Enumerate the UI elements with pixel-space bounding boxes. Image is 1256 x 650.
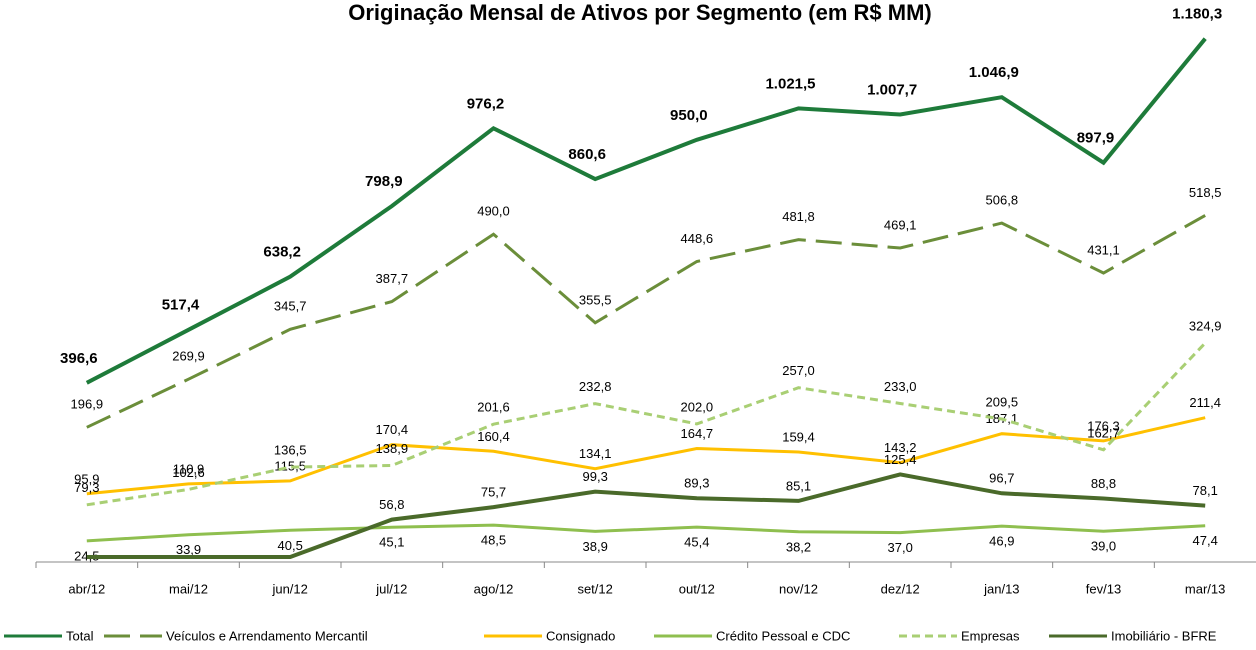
data-label: 517,4 — [162, 297, 200, 314]
data-label: 1.007,7 — [867, 81, 917, 98]
data-label: 1.021,5 — [765, 75, 815, 92]
x-tick-label: mai/12 — [169, 581, 208, 596]
data-label: 196,9 — [71, 397, 104, 412]
data-label: 355,5 — [579, 292, 612, 307]
data-label: 115,5 — [274, 458, 306, 473]
data-label: 162,7 — [1087, 425, 1120, 440]
data-label: 798,9 — [365, 173, 403, 190]
data-label: 506,8 — [986, 193, 1019, 208]
data-label: 88,8 — [1091, 476, 1116, 491]
legend-label: Imobiliário - BFRE — [1111, 628, 1217, 643]
data-label: 209,5 — [986, 394, 1019, 409]
legend-label: Veículos e Arrendamento Mercantil — [166, 628, 368, 643]
data-label: 136,5 — [274, 443, 307, 458]
data-label: 170,4 — [376, 422, 409, 437]
x-tick-label: mar/13 — [1185, 581, 1225, 596]
data-label: 37,0 — [888, 540, 913, 555]
data-label: 45,4 — [684, 535, 709, 550]
data-label: 125,4 — [884, 452, 917, 467]
x-tick-label: fev/13 — [1086, 581, 1121, 596]
data-label: 138,9 — [376, 441, 409, 456]
series-line — [86, 523, 1206, 543]
data-label: 38,2 — [786, 539, 811, 554]
legend-label: Empresas — [961, 628, 1020, 643]
data-label: 469,1 — [884, 217, 917, 232]
data-label: 345,7 — [274, 299, 307, 314]
data-label: 143,2 — [884, 440, 917, 455]
data-label: 164,7 — [681, 426, 714, 441]
data-label: 45,1 — [379, 535, 404, 550]
x-tick-label: out/12 — [679, 581, 715, 596]
legend-label: Consignado — [546, 628, 615, 643]
data-label: 396,6 — [60, 350, 98, 367]
data-label: 33,9 — [176, 542, 201, 557]
data-label: 490,0 — [477, 204, 510, 219]
data-label: 159,4 — [782, 429, 815, 444]
data-label: 638,2 — [263, 244, 301, 261]
data-label: 448,6 — [681, 231, 714, 246]
data-label: 47,4 — [1193, 533, 1218, 548]
data-label: 950,0 — [670, 107, 708, 124]
data-label: 102,6 — [172, 465, 205, 480]
chart-title: Originação Mensal de Ativos por Segmento… — [348, 0, 932, 25]
data-label: 38,9 — [583, 539, 608, 554]
data-label: 75,7 — [481, 485, 506, 500]
series-line — [86, 472, 1206, 559]
series-line — [86, 416, 1206, 496]
series-line — [85, 37, 1207, 385]
data-label: 211,4 — [1189, 395, 1221, 410]
x-tick-label: dez/12 — [881, 581, 920, 596]
data-label: 89,3 — [684, 476, 709, 491]
data-label: 269,9 — [172, 349, 205, 364]
x-tick-label: set/12 — [577, 581, 612, 596]
data-label: 202,0 — [681, 399, 714, 414]
series-line — [86, 341, 1207, 507]
data-label: 324,9 — [1189, 318, 1222, 333]
data-label: 233,0 — [884, 379, 917, 394]
data-label: 201,6 — [477, 400, 510, 415]
data-label: 897,9 — [1077, 130, 1115, 147]
data-label: 56,8 — [379, 497, 404, 512]
data-label: 431,1 — [1087, 242, 1120, 257]
data-label: 48,5 — [481, 532, 506, 547]
data-label: 518,5 — [1189, 185, 1222, 200]
x-tick-label: jun/12 — [271, 581, 307, 596]
series-line — [86, 214, 1206, 429]
data-label: 232,8 — [579, 379, 612, 394]
data-label: 1.046,9 — [969, 64, 1019, 81]
data-label: 96,7 — [989, 471, 1014, 486]
legend-label: Crédito Pessoal e CDC — [716, 628, 850, 643]
data-label: 85,1 — [786, 478, 811, 493]
data-label: 481,8 — [782, 209, 815, 224]
data-label: 134,1 — [579, 446, 612, 461]
x-tick-label: jul/12 — [375, 581, 407, 596]
data-label: 860,6 — [568, 146, 606, 163]
legend-label: Total — [66, 628, 94, 643]
data-label: 176,3 — [1087, 418, 1120, 433]
data-label: 79,3 — [74, 480, 99, 495]
data-label: 99,3 — [583, 469, 608, 484]
data-label: 110,9 — [173, 461, 205, 476]
data-label: 40,5 — [278, 538, 303, 553]
x-tick-label: abr/12 — [68, 581, 105, 596]
data-label: 257,0 — [782, 363, 815, 378]
data-label: 39,0 — [1091, 539, 1116, 554]
data-label: 95,9 — [74, 471, 99, 486]
x-tick-label: nov/12 — [779, 581, 818, 596]
data-label: 46,9 — [989, 534, 1014, 549]
x-tick-label: jan/13 — [983, 581, 1019, 596]
data-label: 976,2 — [467, 95, 505, 112]
x-tick-label: ago/12 — [474, 581, 514, 596]
data-label: 160,4 — [477, 429, 510, 444]
data-label: 387,7 — [376, 271, 409, 286]
data-label: 1.180,3 — [1172, 6, 1222, 23]
data-label: 78,1 — [1193, 483, 1218, 498]
